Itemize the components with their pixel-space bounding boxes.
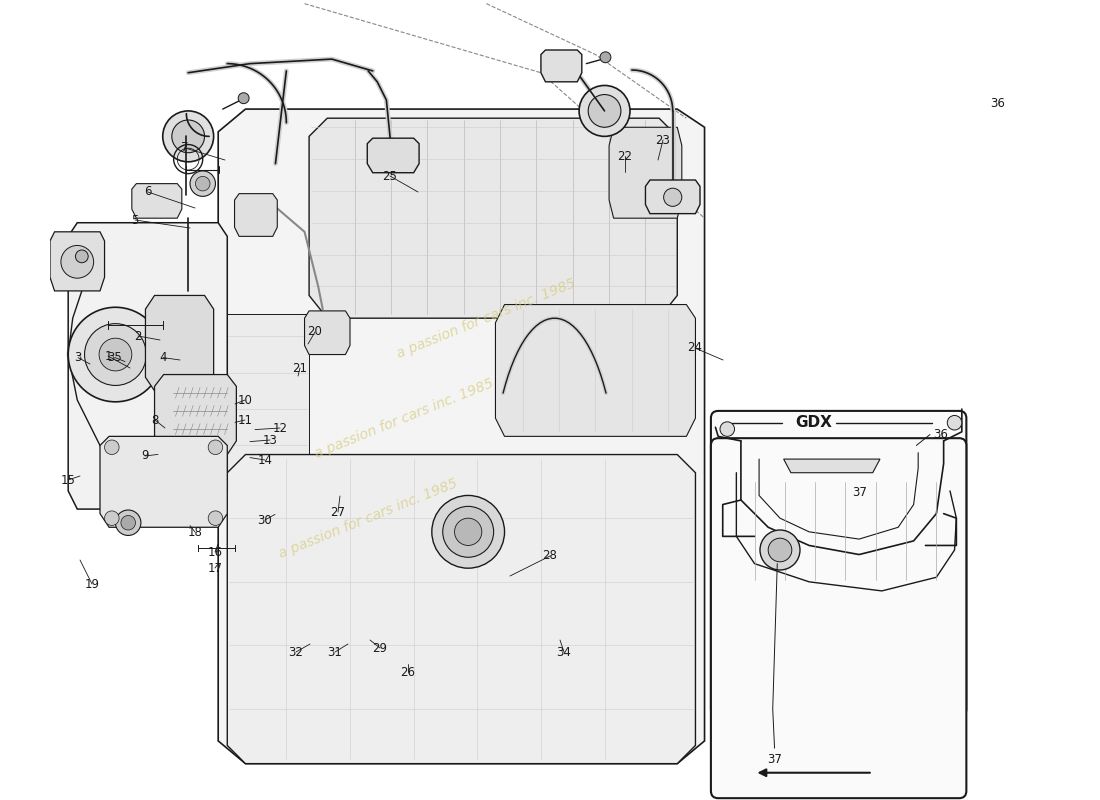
Circle shape [454, 518, 482, 546]
Text: 4: 4 [160, 351, 167, 364]
Text: 3: 3 [75, 351, 81, 364]
Text: 13: 13 [263, 434, 277, 446]
Circle shape [163, 111, 213, 162]
Circle shape [720, 422, 735, 436]
Circle shape [172, 120, 205, 153]
Polygon shape [495, 305, 695, 436]
Circle shape [190, 171, 216, 196]
Text: 14: 14 [257, 454, 273, 466]
Circle shape [600, 52, 610, 62]
Circle shape [208, 440, 222, 454]
Text: 15: 15 [60, 474, 76, 486]
Circle shape [68, 307, 163, 402]
Text: 10: 10 [238, 394, 252, 406]
Circle shape [196, 176, 210, 191]
Text: 17: 17 [208, 562, 222, 574]
Text: 19: 19 [85, 578, 99, 590]
Polygon shape [234, 194, 277, 236]
FancyBboxPatch shape [711, 438, 967, 798]
Circle shape [760, 530, 800, 570]
Polygon shape [68, 222, 228, 509]
Text: 22: 22 [617, 150, 632, 162]
Circle shape [76, 250, 88, 262]
Polygon shape [309, 118, 678, 318]
Circle shape [442, 506, 494, 558]
Circle shape [104, 440, 119, 454]
Text: a passion for cars inc. 1985: a passion for cars inc. 1985 [314, 376, 496, 461]
Text: 27: 27 [330, 506, 345, 518]
Text: 1: 1 [104, 350, 112, 362]
Text: a passion for cars inc. 1985: a passion for cars inc. 1985 [277, 476, 460, 561]
Text: 37: 37 [852, 486, 868, 498]
Polygon shape [609, 127, 682, 218]
Circle shape [85, 324, 146, 386]
Text: 12: 12 [273, 422, 287, 434]
Circle shape [208, 511, 222, 526]
Text: 25: 25 [383, 170, 397, 182]
Circle shape [579, 86, 630, 136]
Circle shape [239, 93, 249, 104]
Polygon shape [50, 232, 104, 291]
Text: GDX: GDX [795, 415, 832, 430]
Text: 8: 8 [152, 414, 158, 426]
Circle shape [947, 415, 961, 430]
Text: 35: 35 [108, 351, 122, 364]
Polygon shape [218, 314, 309, 473]
Text: 28: 28 [542, 550, 558, 562]
Polygon shape [541, 50, 582, 82]
Text: 7: 7 [182, 142, 189, 154]
Circle shape [121, 515, 135, 530]
Polygon shape [132, 184, 182, 218]
Polygon shape [145, 295, 213, 391]
Text: 11: 11 [238, 414, 253, 426]
Polygon shape [218, 109, 704, 764]
Text: 36: 36 [991, 98, 1005, 110]
Circle shape [116, 510, 141, 535]
Polygon shape [154, 374, 236, 454]
Text: 36: 36 [934, 428, 948, 441]
Text: 18: 18 [188, 526, 202, 538]
Text: 23: 23 [656, 134, 670, 146]
Text: ≋≋≋: ≋≋≋ [807, 488, 870, 512]
Text: 31: 31 [328, 646, 342, 658]
Polygon shape [783, 459, 880, 473]
Polygon shape [100, 436, 228, 527]
Text: 2: 2 [134, 330, 142, 342]
Circle shape [768, 538, 792, 562]
Polygon shape [228, 454, 695, 764]
Text: 32: 32 [288, 646, 304, 658]
Circle shape [99, 338, 132, 371]
Text: 29: 29 [373, 642, 387, 654]
Text: 5: 5 [131, 214, 139, 226]
Text: 16: 16 [208, 546, 222, 558]
Text: 26: 26 [400, 666, 416, 678]
Circle shape [60, 246, 94, 278]
Circle shape [104, 511, 119, 526]
Polygon shape [367, 138, 419, 173]
Text: 20: 20 [308, 326, 322, 338]
Circle shape [663, 188, 682, 206]
Text: 1985: 1985 [754, 533, 884, 606]
Text: 24: 24 [688, 342, 703, 354]
Text: 6: 6 [144, 186, 152, 198]
Circle shape [432, 495, 505, 568]
Text: a passion for cars inc. 1985: a passion for cars inc. 1985 [395, 276, 578, 361]
Text: 21: 21 [293, 362, 308, 374]
Text: 37: 37 [767, 753, 782, 766]
Circle shape [588, 94, 620, 127]
Text: 34: 34 [557, 646, 571, 658]
FancyBboxPatch shape [711, 411, 967, 716]
Text: 9: 9 [141, 450, 149, 462]
Polygon shape [646, 180, 700, 214]
Text: 30: 30 [257, 514, 273, 526]
Polygon shape [305, 311, 350, 354]
